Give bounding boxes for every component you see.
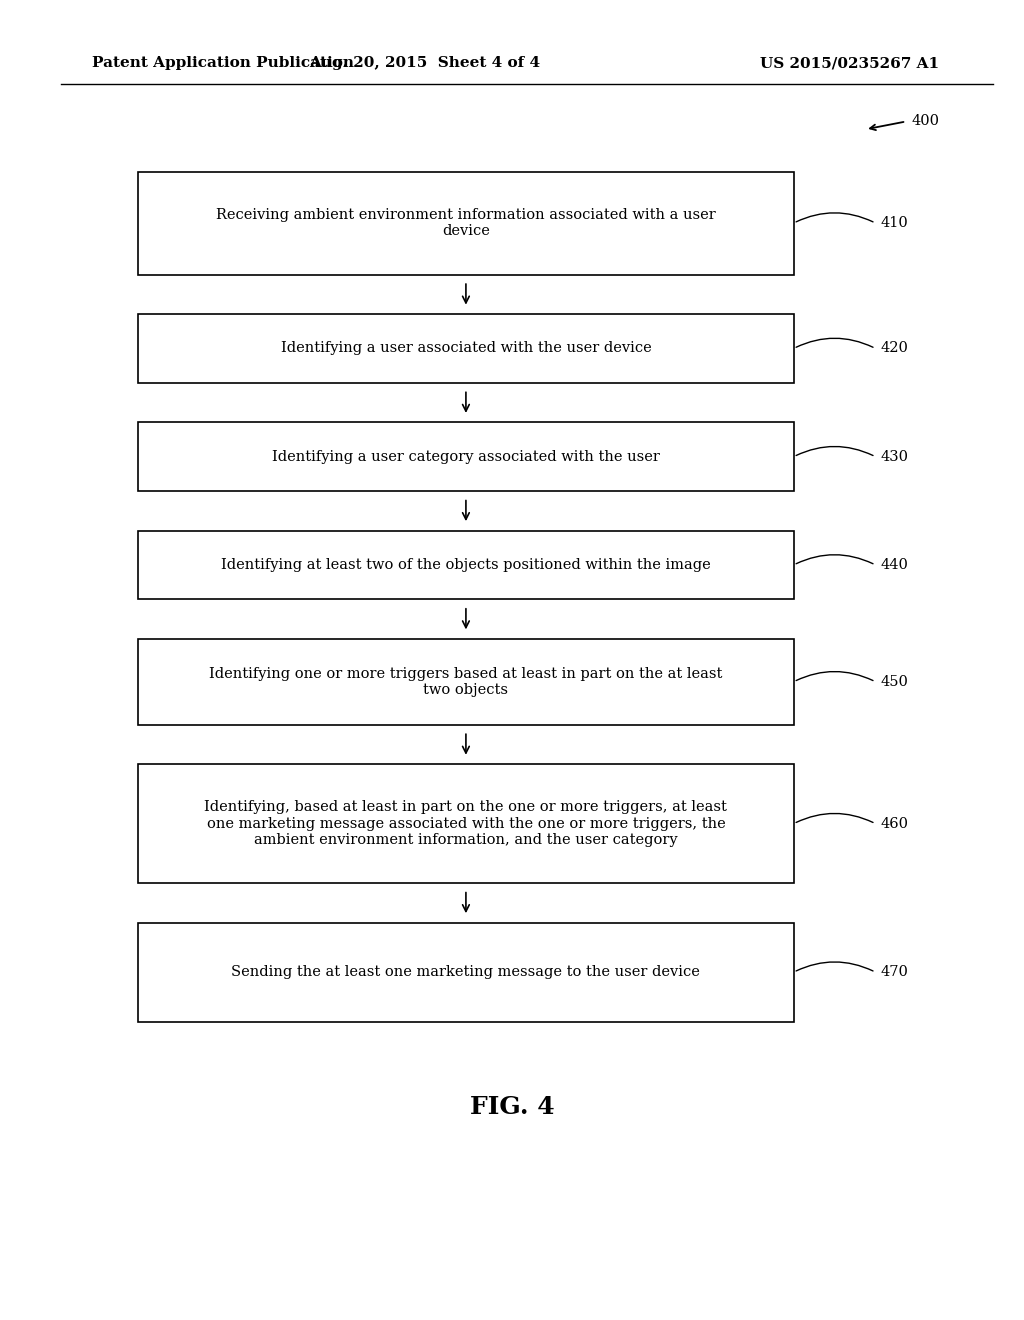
Text: Aug. 20, 2015  Sheet 4 of 4: Aug. 20, 2015 Sheet 4 of 4 — [309, 57, 541, 70]
Text: Receiving ambient environment information associated with a user
device: Receiving ambient environment informatio… — [216, 209, 716, 238]
Text: 470: 470 — [881, 965, 908, 979]
Text: US 2015/0235267 A1: US 2015/0235267 A1 — [761, 57, 939, 70]
Text: Identifying, based at least in part on the one or more triggers, at least
one ma: Identifying, based at least in part on t… — [205, 800, 727, 847]
Bar — [138, 172, 794, 275]
Bar — [138, 639, 794, 725]
Bar — [138, 764, 794, 883]
Text: FIG. 4: FIG. 4 — [470, 1096, 554, 1119]
Text: 450: 450 — [881, 675, 908, 689]
Bar — [138, 923, 794, 1022]
Text: 440: 440 — [881, 558, 908, 572]
Text: Sending the at least one marketing message to the user device: Sending the at least one marketing messa… — [231, 965, 700, 979]
Text: 430: 430 — [881, 450, 908, 463]
Text: Identifying a user category associated with the user: Identifying a user category associated w… — [272, 450, 659, 463]
Bar — [138, 531, 794, 599]
Text: Identifying a user associated with the user device: Identifying a user associated with the u… — [281, 342, 651, 355]
Bar — [138, 314, 794, 383]
Text: Identifying one or more triggers based at least in part on the at least
two obje: Identifying one or more triggers based a… — [209, 667, 723, 697]
Text: Identifying at least two of the objects positioned within the image: Identifying at least two of the objects … — [221, 558, 711, 572]
Text: 410: 410 — [881, 216, 908, 230]
Text: 400: 400 — [911, 115, 939, 128]
Text: 460: 460 — [881, 817, 908, 830]
Text: Patent Application Publication: Patent Application Publication — [92, 57, 354, 70]
Bar — [138, 422, 794, 491]
Text: 420: 420 — [881, 342, 908, 355]
